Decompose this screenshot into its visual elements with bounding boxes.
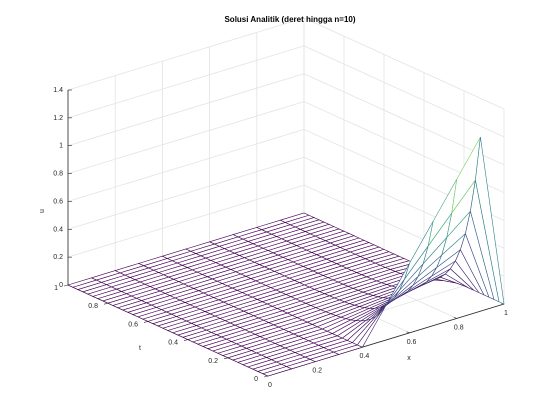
t-tick-label: 0.8 bbox=[88, 303, 98, 310]
sidewall-grid-z bbox=[303, 73, 505, 166]
backwall-grid-z bbox=[67, 73, 305, 147]
u-axis-label: u bbox=[39, 209, 46, 213]
t-tick-label: 0.4 bbox=[168, 340, 178, 347]
sidewall-grid-z bbox=[303, 17, 505, 110]
backwall-grid-z bbox=[67, 156, 305, 230]
t-tick-mark bbox=[223, 357, 229, 360]
u-tick-label: 0.2 bbox=[53, 254, 63, 261]
x-tick-mark bbox=[406, 331, 410, 334]
x-axis-label: x bbox=[407, 355, 411, 362]
t-tick-mark bbox=[143, 321, 149, 323]
t-tick-label: 0.6 bbox=[128, 321, 138, 328]
x-tick-label: 1 bbox=[504, 310, 508, 317]
u-tick-label: 0.8 bbox=[53, 171, 63, 178]
x-tick-label: 0.2 bbox=[312, 368, 322, 375]
u-tick-label: 0.4 bbox=[53, 226, 63, 233]
x-tick-label: 0.8 bbox=[454, 324, 464, 331]
backwall-grid-z bbox=[67, 45, 305, 119]
t-tick-label: 0 bbox=[254, 376, 258, 383]
u-tick-label: 0.6 bbox=[53, 198, 63, 205]
t-axis-label: t bbox=[139, 345, 141, 352]
t-tick-label: 1 bbox=[54, 285, 58, 292]
x-tick-label: 0.4 bbox=[360, 353, 370, 360]
u-tick-label: 0 bbox=[59, 282, 63, 289]
backwall-grid-z bbox=[67, 184, 305, 258]
t-tick-label: 0.2 bbox=[208, 358, 218, 365]
t-tick-mark bbox=[183, 339, 189, 341]
t-tick-mark bbox=[63, 284, 69, 287]
x-tick-mark bbox=[453, 317, 457, 319]
chart-title: Solusi Analitik (deret hingga n=10) bbox=[224, 15, 355, 24]
surface-mesh bbox=[67, 136, 505, 377]
backwall-grid-z bbox=[67, 17, 305, 91]
u-tick-label: 1.4 bbox=[53, 87, 63, 94]
u-tick-label: 1 bbox=[59, 143, 63, 150]
t-tick-mark bbox=[263, 375, 269, 378]
backwall-grid-z bbox=[67, 101, 305, 174]
x-tick-label: 0 bbox=[268, 382, 272, 389]
x-tick-label: 0.6 bbox=[407, 339, 417, 346]
sidewall-grid-z bbox=[303, 45, 505, 138]
surface-face bbox=[475, 137, 505, 305]
t-tick-mark bbox=[103, 302, 109, 305]
backwall-grid-z bbox=[67, 129, 305, 202]
u-tick-label: 1.2 bbox=[53, 115, 63, 122]
